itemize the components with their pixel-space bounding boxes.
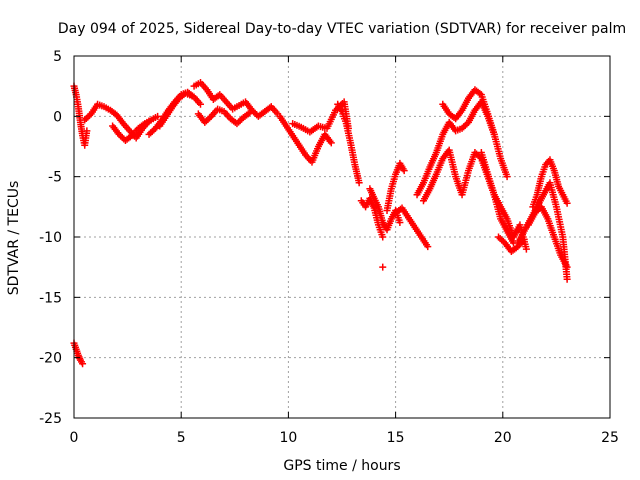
data-point: [79, 360, 87, 368]
chart-title: Day 094 of 2025, Sidereal Day-to-day VTE…: [58, 21, 626, 37]
y-tick-label: -25: [39, 411, 62, 427]
y-tick-label: -15: [39, 290, 62, 306]
x-tick-label: 25: [601, 430, 619, 446]
data-point: [246, 109, 254, 117]
y-tick-label: 0: [53, 109, 62, 125]
data-point: [188, 92, 196, 100]
axis-ticks: 0 5 10 15 20 25 -25 -20 -15 -10 -5 0 5: [39, 49, 619, 446]
data-point: [522, 245, 530, 253]
data-point: [563, 263, 571, 271]
y-tick-label: -20: [39, 351, 62, 367]
data-point: [396, 219, 404, 227]
data-point: [355, 179, 363, 187]
x-tick-label: 5: [177, 430, 186, 446]
y-axis-label: SDTVAR / TECUs: [6, 181, 22, 296]
y-tick-label: -10: [39, 230, 62, 246]
data-point: [83, 127, 91, 135]
data-point: [196, 100, 204, 108]
x-tick-label: 0: [70, 430, 79, 446]
data-point: [154, 112, 162, 120]
data-point: [503, 173, 511, 181]
data-point: [563, 199, 571, 207]
data-point: [424, 243, 432, 251]
data-points: [70, 79, 571, 368]
data-point: [400, 167, 408, 175]
x-tick-label: 10: [279, 430, 297, 446]
x-tick-label: 15: [387, 430, 405, 446]
y-tick-label: -5: [48, 170, 62, 186]
x-axis-label: GPS time / hours: [283, 458, 400, 474]
x-tick-label: 20: [494, 430, 512, 446]
data-point: [379, 263, 387, 271]
data-point: [379, 233, 387, 241]
y-tick-label: 5: [53, 49, 62, 65]
data-point: [563, 275, 571, 283]
data-point: [327, 139, 335, 147]
